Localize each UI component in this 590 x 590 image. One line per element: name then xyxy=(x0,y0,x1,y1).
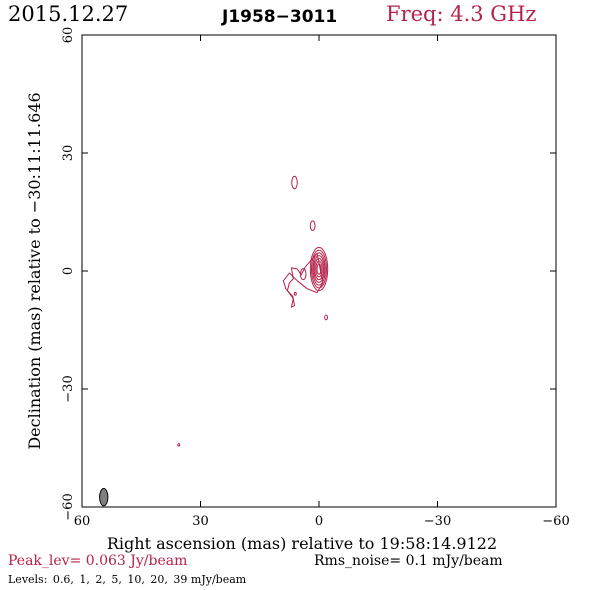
y-tick-label: 0 xyxy=(61,267,76,275)
core-contour xyxy=(309,246,329,292)
x-tick-label: −60 xyxy=(542,514,569,529)
observation-date: 2015.12.27 xyxy=(8,2,129,26)
peak-level: Peak_lev= 0.063 Jy/beam xyxy=(8,553,188,569)
extended-contour xyxy=(282,252,324,308)
frequency-label: Freq: 4.3 GHz xyxy=(386,2,537,26)
contours xyxy=(177,175,329,447)
y-tick-label: 60 xyxy=(61,27,76,44)
component-contour xyxy=(291,175,298,190)
y-tick-label: 30 xyxy=(61,145,76,162)
level-value: 0.6, xyxy=(52,573,74,586)
plot-frame xyxy=(81,34,557,508)
x-tick-label: −30 xyxy=(424,514,451,529)
core-contour xyxy=(312,252,326,286)
x-axis-title: Right ascension (mas) relative to 19:58:… xyxy=(107,534,497,553)
source-name: J1958−3011 xyxy=(222,7,338,27)
component-contour xyxy=(309,220,316,231)
contour-levels: Levels: 0.6, 1, 2, 5, 10, 20, 39 mJy/bea… xyxy=(8,573,248,586)
inner-contour xyxy=(299,268,307,281)
core-contour xyxy=(310,249,328,289)
beam-ellipse xyxy=(99,488,109,507)
x-tick-label: 0 xyxy=(315,514,323,529)
y-axis-title: Declination (mas) relative to −30:11:11.… xyxy=(25,92,44,449)
level-value: 1, xyxy=(79,573,90,586)
axis-ticks xyxy=(81,34,557,508)
y-tick-label: −60 xyxy=(61,493,76,520)
component-contour xyxy=(324,314,328,321)
levels-label: Levels: xyxy=(8,573,48,586)
level-value: 10, xyxy=(127,573,145,586)
x-tick-label: 30 xyxy=(192,514,209,529)
y-tick-label: −30 xyxy=(61,375,76,402)
level-value: 2, xyxy=(95,573,106,586)
level-value: 5, xyxy=(111,573,122,586)
beam-ellipse-group xyxy=(99,488,109,507)
x-tick-label: 60 xyxy=(74,514,91,529)
core-contour xyxy=(313,255,325,283)
component-contour xyxy=(177,443,181,447)
level-value: 20, xyxy=(150,573,168,586)
inner-contour xyxy=(293,291,297,296)
core-contour xyxy=(314,257,324,281)
rms-noise: Rms_noise= 0.1 mJy/beam xyxy=(314,553,503,569)
level-value: 39 mJy/beam xyxy=(173,573,247,586)
axis-tick-labels: 60 30 0 −30 −60 −60 −30 0 30 60 xyxy=(61,27,570,529)
